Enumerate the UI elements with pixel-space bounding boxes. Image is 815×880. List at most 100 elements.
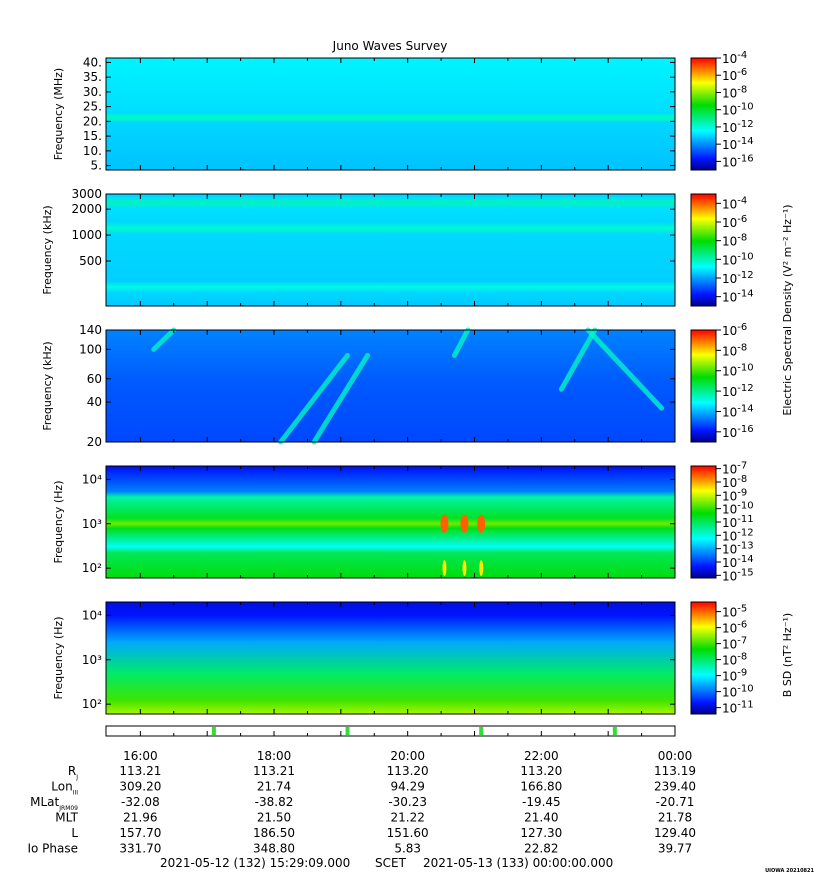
timeline-marker [612,727,617,735]
time-tick-label: 18:00 [257,749,292,763]
ephemeris-value: 21.50 [257,811,291,825]
timeline-marker [479,727,484,735]
ephemeris-value: 5.83 [394,842,421,856]
colorbar-tick-exponent: -10 [737,102,753,113]
colorbar-tick-exponent: -7 [737,461,747,472]
colorbar-tick-exponent: -13 [737,541,753,552]
colorbar-tick-label: 10-6 [722,620,747,636]
y-tick-label: 100 [79,342,102,356]
colorbar-tick-exponent: -16 [737,424,753,435]
colorbar-tick-exponent: -14 [737,289,753,300]
y-tick-label: 10³ [82,653,102,667]
time-tick-label: 22:00 [524,749,559,763]
colorbar-1 [690,57,717,171]
panel-frame [105,193,676,307]
colorbar-tick-label: 10-14 [722,136,754,152]
y-tick-label: 20. [83,114,102,128]
burst-mark [442,560,447,577]
ephemeris-value: 94.29 [391,780,425,794]
colorbar-tick-label: 10-14 [722,403,754,419]
colorbar-tick-exponent: -8 [737,652,747,663]
footer-start: 2021-05-12 (132) 15:29:09.000 [160,856,350,870]
ephemeris-value: 348.80 [253,842,295,856]
colorbar-tick-exponent: -8 [737,233,747,244]
colorbar-tick-label: 10-4 [722,195,747,211]
ephemeris-row-label: RJ [68,764,78,781]
y-tick-label: 15. [83,129,102,143]
timeline-bar [105,725,676,737]
y-axis-label: Frequency (Hz) [52,617,65,700]
colorbar-tick-exponent: -8 [737,474,747,485]
ephemeris-value: 166.80 [520,780,562,794]
chart-title: Juno Waves Survey [332,39,448,53]
ephemeris-value: -20.71 [656,795,695,809]
colorbar-tick-exponent: -10 [737,251,753,262]
ephemeris-value: 113.21 [119,764,161,778]
y-tick-label: 40 [87,395,102,409]
y-tick-label: 5. [91,159,102,173]
ephemeris-table: 16:00 18:00 20:00 22:00 00:00 RJ 113.21 113.21 1… [27,749,696,856]
ephemeris-row-label: Io Phase [27,842,78,856]
ephemeris-value: 39.77 [658,842,692,856]
ephemeris-value: 21.74 [257,780,291,794]
credit-label: UIOWA 20210821 [765,868,814,874]
colorbar-tick-label: 10-7 [722,636,747,652]
ephemeris-value: -19.45 [522,795,561,809]
y-tick-label: 10³ [82,517,102,531]
colorbar-tick-label: 10-10 [722,102,754,118]
colorbar-tick-exponent: -14 [737,403,753,414]
colorbar-tick-exponent: -6 [737,214,747,225]
panel-3: 140 100 60 40 20 Frequency (kHz) 10-6 10-8 10-10… [41,322,754,449]
colorbar-tick-exponent: -14 [737,554,753,565]
spectrogram-1 [106,58,675,170]
panel-frame [105,57,676,171]
colorbar-tick-exponent: -8 [737,84,747,95]
y-tick-label: 60 [87,372,102,386]
y-tick-label: 10² [82,697,102,711]
y-tick-label: 40. [83,55,102,69]
colorbar-tick-exponent: -12 [737,527,753,538]
colorbar-tick-exponent: -8 [737,342,747,353]
ephemeris-value: 113.21 [253,764,295,778]
panel-frame [105,465,676,579]
colorbar-tick-exponent: -16 [737,153,753,164]
colorbar-tick-label: 10-12 [722,383,754,399]
y-tick-label: 1000 [71,228,102,242]
colorbar-tick-exponent: -7 [737,636,747,647]
spectrogram-3 [106,330,675,442]
ephemeris-value: -38.82 [255,795,294,809]
y-tick-label: 500 [79,254,102,268]
ephemeris-value: 113.20 [520,764,562,778]
colorbar-tick-exponent: -9 [737,487,747,498]
emission-arc [585,327,665,411]
burst-mark [460,514,469,533]
ephemeris-value: 309.20 [119,780,161,794]
ephemeris-value: 21.96 [123,811,157,825]
colorbar-tick-label: 10-6 [722,67,747,83]
colorbar-tick-label: 10-8 [722,233,747,249]
colorbar-tick-exponent: -4 [737,195,747,206]
ephemeris-value: 21.78 [658,811,692,825]
colorbar-tick-label: 10-12 [722,119,754,135]
timeline-marker [211,727,216,735]
ephemeris-value: 129.40 [654,826,696,840]
spectrogram-2 [106,194,675,306]
colorbar-tick-exponent: -5 [737,604,747,615]
ephemeris-value: 239.40 [654,780,696,794]
colorbar-tick-label: 10-10 [722,684,754,700]
colorbar-tick-label: 10-16 [722,153,754,169]
colorbar-tick-label: 10-11 [722,700,754,716]
y-axis-label: Frequency (kHz) [41,205,54,294]
panel-frame [105,329,676,443]
colorbar-tick-label: 10-5 [722,604,747,620]
ephemeris-row-label: L [71,826,78,840]
colorbar-tick-label: 10-16 [722,424,754,440]
ephemeris-row-label: MLT [55,811,78,825]
ephemeris-value: 21.22 [391,811,425,825]
time-tick-label: 20:00 [390,749,425,763]
colorbar-tick-exponent: -14 [737,136,753,147]
y-axis-label: Frequency (MHz) [52,68,65,160]
